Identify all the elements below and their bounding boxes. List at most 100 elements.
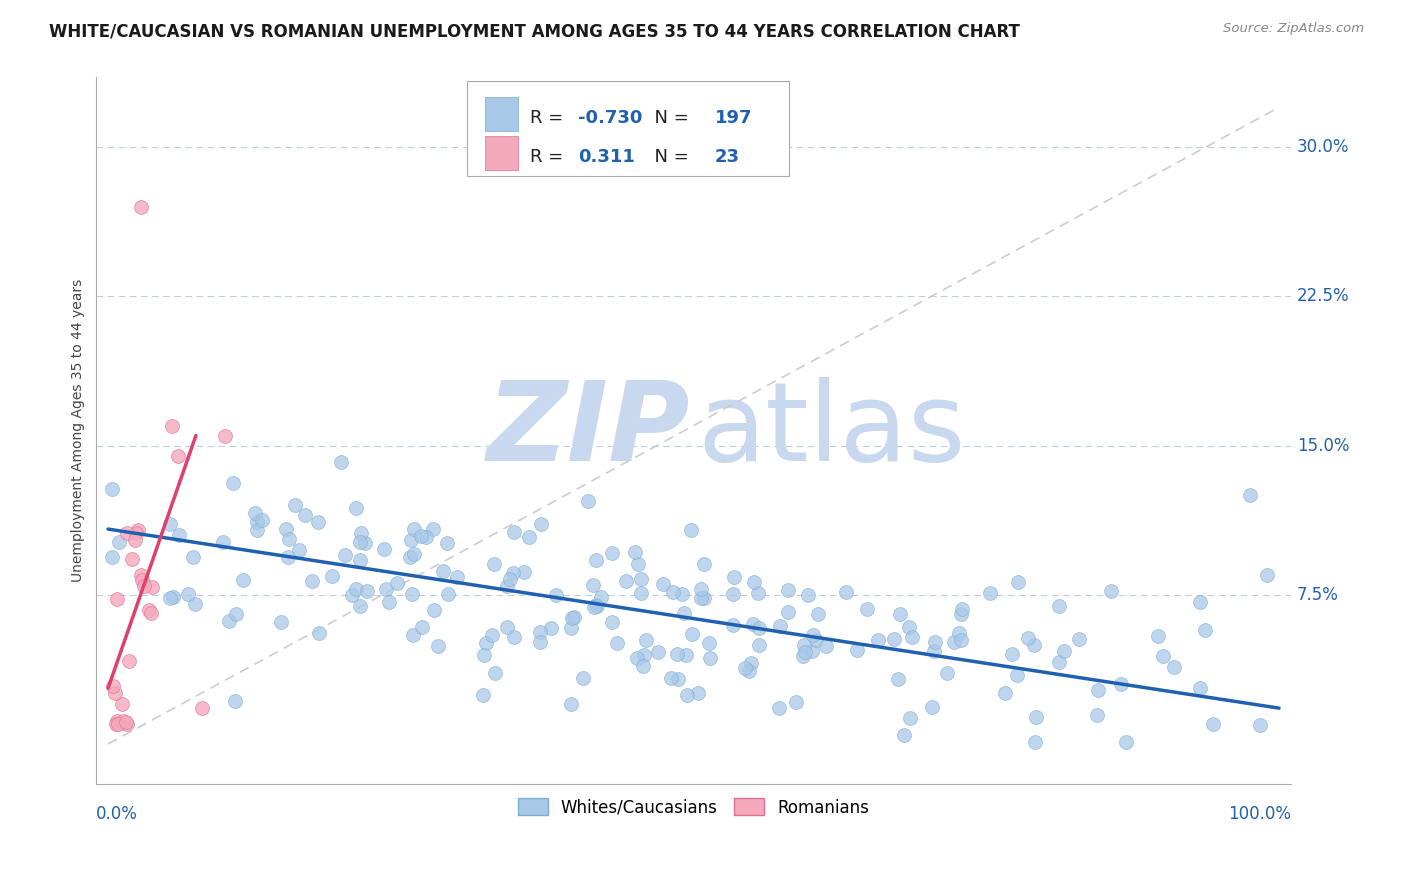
- Point: [250, 513, 273, 527]
- Point: [356, 584, 378, 599]
- Point: [1017, 632, 1039, 646]
- Point: [344, 501, 367, 516]
- Point: [582, 578, 605, 592]
- Point: [159, 516, 181, 531]
- Text: R =: R =: [530, 109, 569, 127]
- Point: [768, 701, 790, 715]
- Point: [294, 508, 316, 522]
- Point: [662, 585, 685, 599]
- Point: [124, 533, 146, 548]
- Point: [699, 650, 721, 665]
- Point: [399, 550, 422, 565]
- Point: [623, 544, 645, 558]
- Point: [560, 697, 582, 711]
- Point: [815, 639, 838, 653]
- Point: [340, 588, 363, 602]
- Point: [690, 582, 713, 596]
- Point: [797, 588, 820, 602]
- Point: [950, 633, 973, 648]
- Point: [776, 583, 799, 598]
- Point: [321, 569, 343, 583]
- Point: [422, 522, 444, 536]
- Point: [246, 523, 269, 537]
- Point: [301, 574, 323, 588]
- Point: [475, 636, 498, 650]
- Point: [330, 454, 353, 468]
- Point: [105, 714, 128, 728]
- Point: [115, 717, 138, 731]
- Text: -0.730: -0.730: [578, 109, 643, 127]
- Point: [222, 475, 245, 490]
- Point: [409, 529, 432, 543]
- Point: [544, 589, 567, 603]
- Point: [503, 525, 526, 540]
- Point: [284, 498, 307, 512]
- Point: [1099, 584, 1122, 599]
- Point: [141, 606, 163, 620]
- Point: [630, 586, 652, 600]
- Point: [184, 597, 207, 611]
- Point: [898, 711, 921, 725]
- Text: N =: N =: [644, 148, 695, 166]
- Point: [354, 535, 377, 549]
- Point: [697, 635, 720, 649]
- Point: [246, 516, 269, 530]
- Point: [436, 587, 458, 601]
- Point: [105, 592, 128, 607]
- Point: [107, 717, 129, 731]
- Point: [132, 579, 155, 593]
- Point: [162, 590, 184, 604]
- Point: [1239, 488, 1261, 502]
- Point: [1163, 660, 1185, 674]
- Text: atlas: atlas: [697, 377, 966, 484]
- Point: [496, 620, 519, 634]
- Point: [125, 525, 148, 540]
- Point: [378, 595, 401, 609]
- Point: [402, 522, 425, 536]
- Point: [734, 661, 756, 675]
- Point: [693, 591, 716, 606]
- Point: [411, 619, 433, 633]
- Point: [1025, 710, 1047, 724]
- Point: [721, 618, 744, 632]
- Text: 197: 197: [716, 109, 752, 127]
- Point: [652, 577, 675, 591]
- Point: [101, 482, 124, 496]
- Point: [647, 645, 669, 659]
- Point: [502, 566, 524, 580]
- Point: [423, 603, 446, 617]
- Point: [308, 626, 330, 640]
- Point: [898, 620, 921, 634]
- Text: Source: ZipAtlas.com: Source: ZipAtlas.com: [1223, 22, 1364, 36]
- Point: [214, 428, 236, 442]
- Point: [529, 634, 551, 648]
- Point: [277, 549, 299, 564]
- Point: [1194, 623, 1216, 637]
- Point: [1189, 595, 1212, 609]
- Text: 100.0%: 100.0%: [1227, 805, 1291, 823]
- Point: [979, 586, 1001, 600]
- Point: [1085, 708, 1108, 723]
- Point: [585, 553, 607, 567]
- Point: [513, 566, 536, 580]
- Point: [481, 628, 503, 642]
- Point: [402, 547, 425, 561]
- Point: [111, 714, 134, 728]
- Point: [446, 569, 468, 583]
- Point: [103, 680, 125, 694]
- Point: [177, 587, 200, 601]
- Point: [307, 516, 329, 530]
- Point: [627, 557, 650, 571]
- Point: [243, 507, 266, 521]
- Point: [401, 587, 423, 601]
- Y-axis label: Unemployment Among Ages 35 to 44 years: Unemployment Among Ages 35 to 44 years: [72, 279, 86, 582]
- Point: [741, 617, 763, 632]
- Point: [748, 621, 770, 635]
- Point: [562, 609, 585, 624]
- Point: [792, 648, 814, 663]
- Point: [901, 630, 924, 644]
- Point: [224, 694, 246, 708]
- Point: [1087, 683, 1109, 698]
- Point: [666, 672, 689, 686]
- Point: [721, 587, 744, 601]
